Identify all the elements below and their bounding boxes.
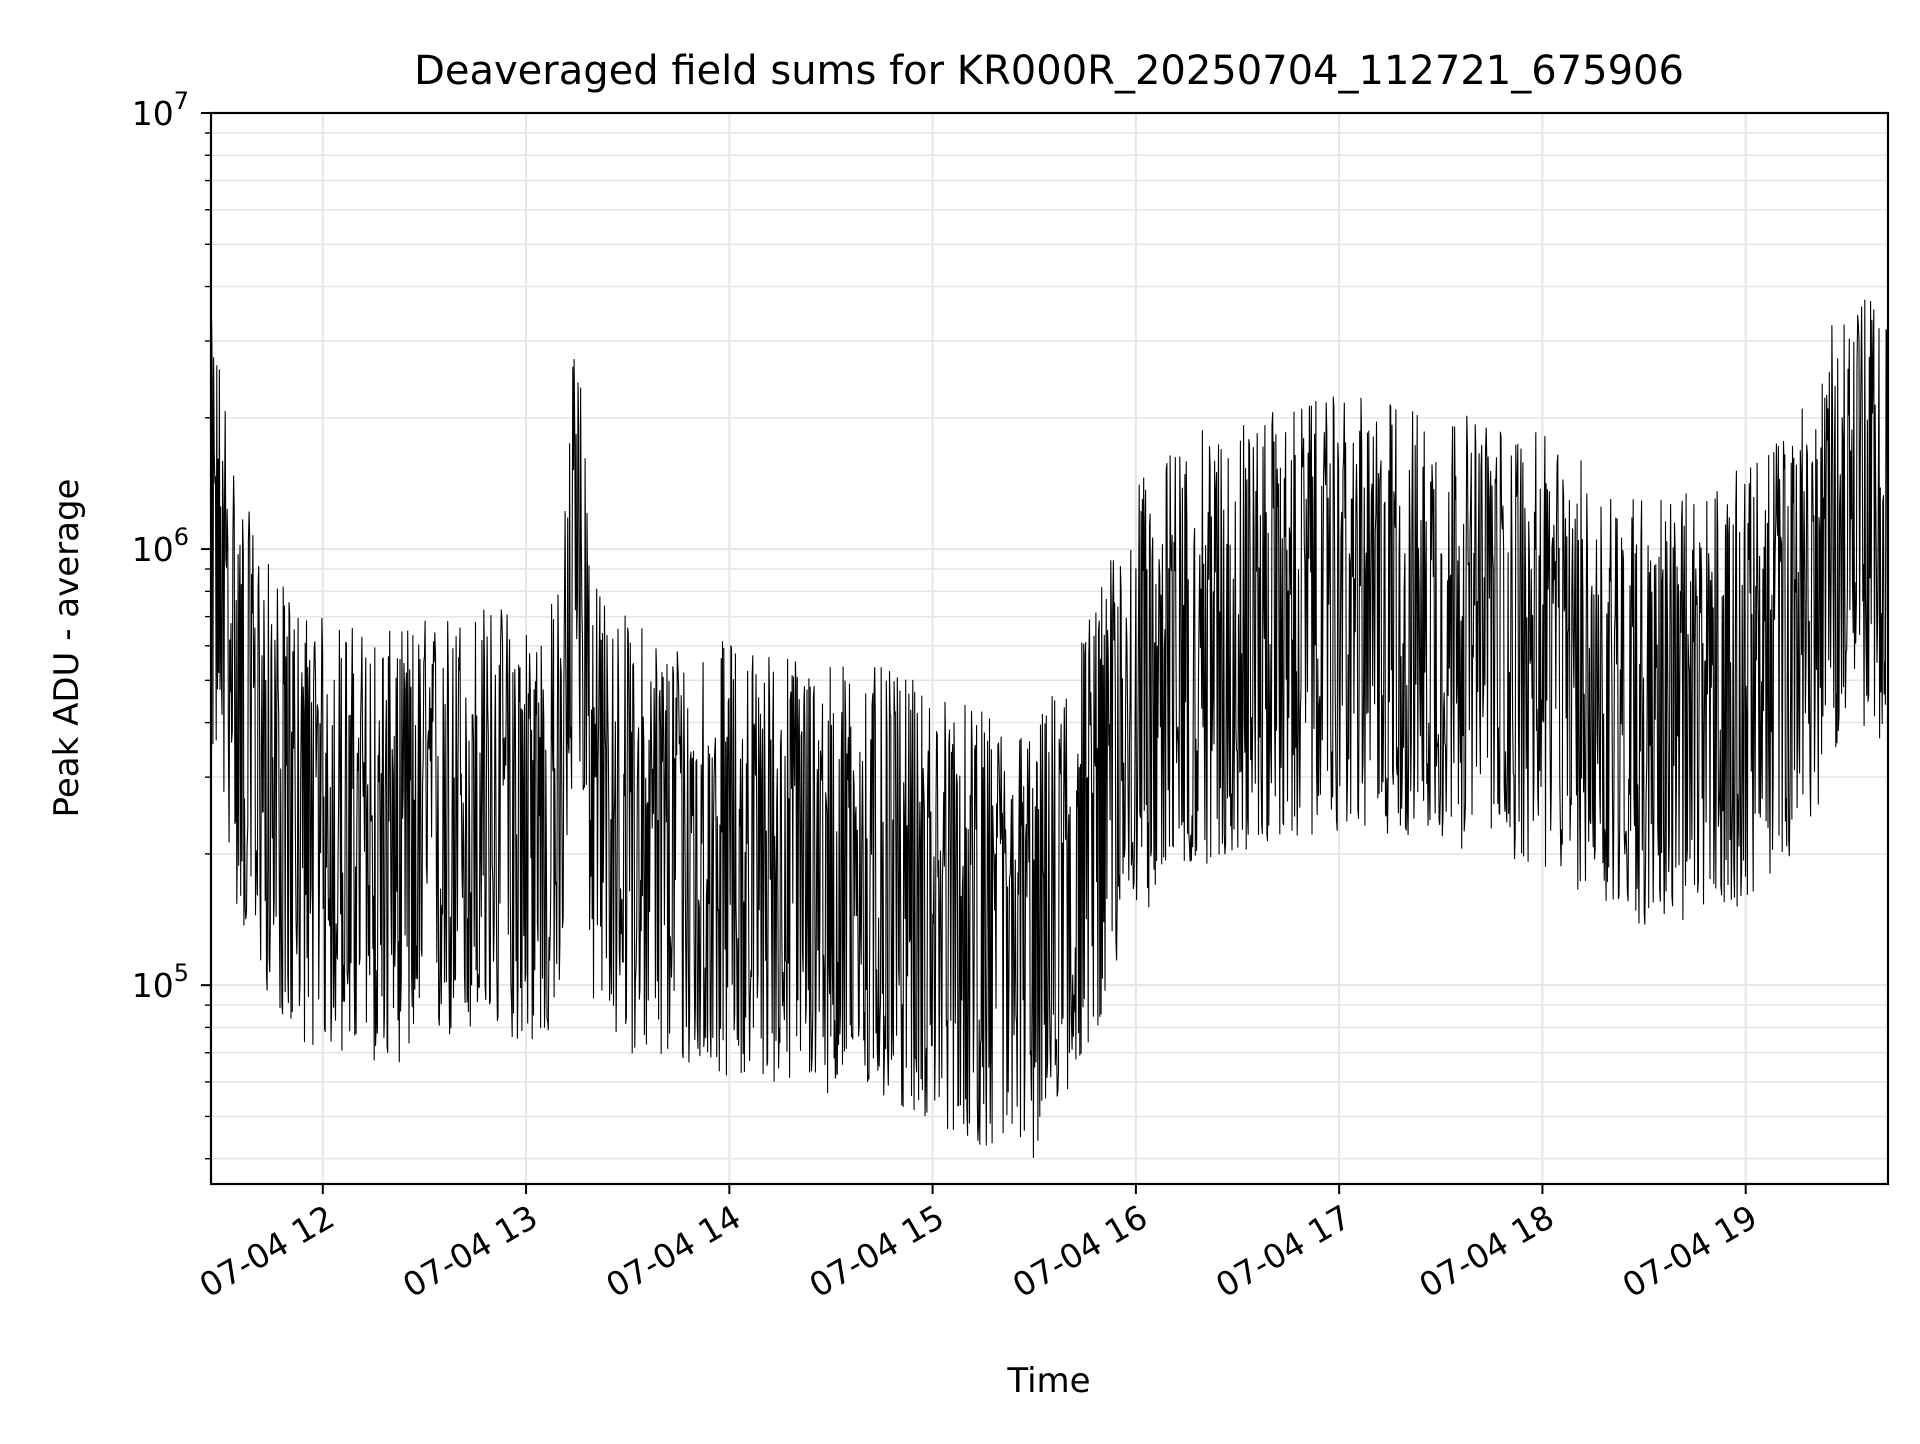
- y-tick-base: 10: [132, 94, 174, 133]
- y-tick-exponent: 5: [174, 959, 189, 987]
- y-tick-exponent: 7: [174, 87, 189, 115]
- y-axis-label: Peak ADU - average: [47, 479, 87, 818]
- y-tick-base: 10: [132, 530, 174, 569]
- plot-frame: [209, 111, 1890, 1186]
- chart-title: Deaveraged field sums for KR000R_2025070…: [414, 48, 1684, 94]
- series-line: [210, 299, 1889, 1159]
- x-axis-label: Time: [1006, 1361, 1090, 1401]
- data-series: [210, 299, 1889, 1159]
- y-tick-label: 107: [132, 87, 189, 133]
- y-tick-label: 106: [132, 523, 189, 569]
- y-tick-base: 10: [132, 966, 174, 1005]
- y-tick-exponent: 6: [174, 523, 189, 551]
- y-tick-label: 105: [132, 959, 189, 1005]
